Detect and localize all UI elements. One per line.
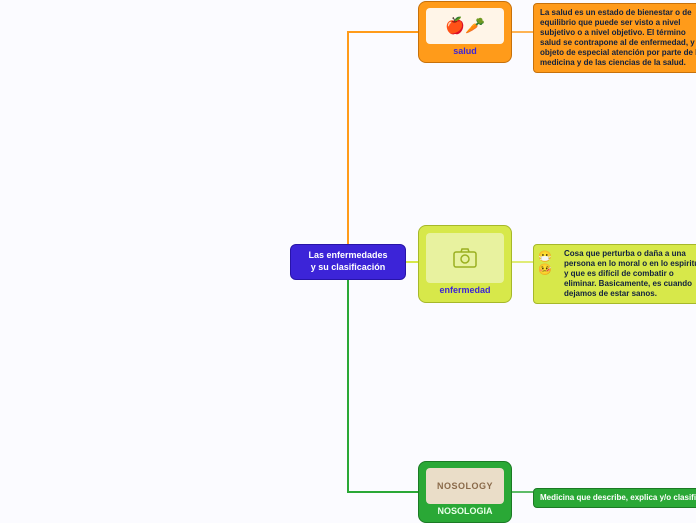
nosologia-node[interactable]: NOSOLOGY NOSOLOGIA <box>418 461 512 523</box>
salud-note: La salud es un estado de bienestar o de … <box>533 3 696 73</box>
enfermedad-label: enfermedad <box>439 285 490 295</box>
enfermedad-note-text: Cosa que perturba o daña a una persona e… <box>564 249 696 298</box>
sick-emoji-icon: 😷🤒 <box>538 254 562 272</box>
salud-node[interactable]: 🍎🥕 salud <box>418 1 512 63</box>
salud-icon: 🍎🥕 <box>426 8 504 44</box>
nosologia-note: Medicina que describe, explica y/o clasi… <box>533 488 696 508</box>
enfermedad-node[interactable]: enfermedad <box>418 225 512 303</box>
camera-icon <box>426 233 504 283</box>
nosologia-icon: NOSOLOGY <box>426 468 504 504</box>
salud-label: salud <box>453 46 477 56</box>
center-line1: Las enfermedades <box>308 250 387 262</box>
center-line2: y su clasificación <box>311 262 386 274</box>
center-node[interactable]: Las enfermedades y su clasificación <box>290 244 406 280</box>
nosologia-label: NOSOLOGIA <box>437 506 492 516</box>
